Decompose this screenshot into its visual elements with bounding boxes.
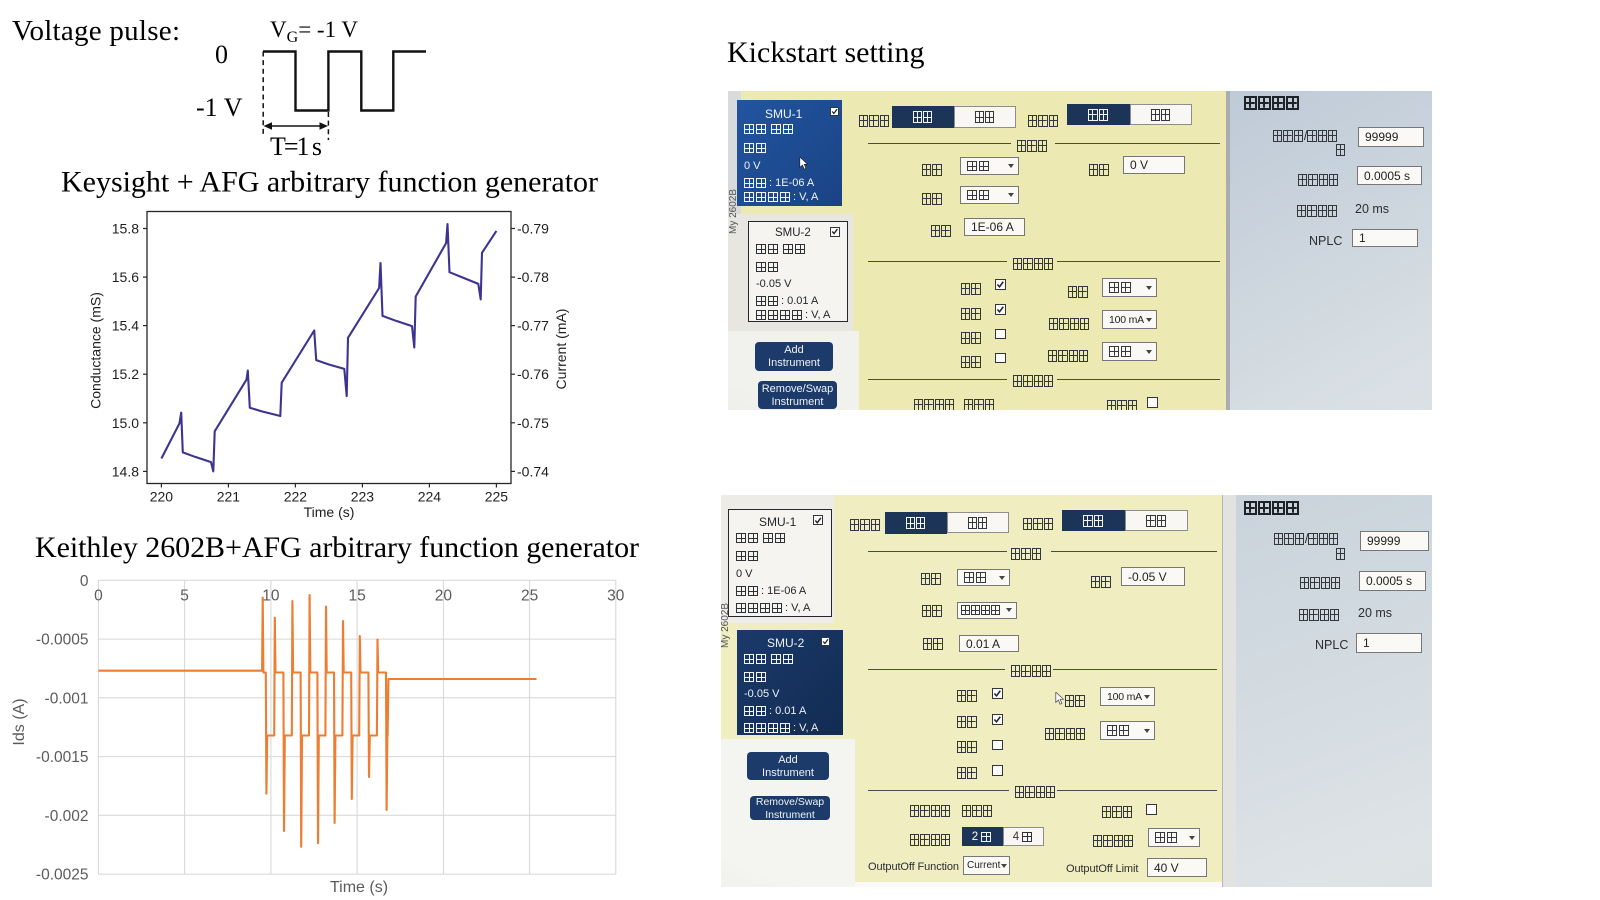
svg-text:Keysight + AFG arbitrary funct: Keysight + AFG arbitrary function genera… bbox=[61, 166, 598, 199]
svg-text:-0.78: -0.78 bbox=[517, 269, 549, 285]
svg-text:-0.77: -0.77 bbox=[517, 318, 549, 334]
svg-text:223: 223 bbox=[351, 489, 375, 505]
svg-text:30: 30 bbox=[607, 588, 625, 605]
svg-text:0: 0 bbox=[94, 588, 103, 605]
svg-text:-1 V: -1 V bbox=[196, 93, 243, 122]
svg-text:-0.79: -0.79 bbox=[517, 221, 549, 237]
svg-text:-0.74: -0.74 bbox=[517, 463, 549, 479]
svg-text:15: 15 bbox=[348, 588, 365, 605]
svg-text:-0.0005: -0.0005 bbox=[36, 632, 89, 649]
svg-text:T=1 s: T=1 s bbox=[270, 132, 322, 161]
svg-text:-0.0015: -0.0015 bbox=[36, 749, 89, 766]
svg-text:-0.001: -0.001 bbox=[45, 690, 89, 707]
svg-text:222: 222 bbox=[284, 489, 308, 505]
svg-text:15.6: 15.6 bbox=[112, 269, 139, 285]
svg-text:Time (s): Time (s) bbox=[304, 504, 355, 520]
svg-text:0: 0 bbox=[80, 573, 89, 590]
svg-text:25: 25 bbox=[521, 588, 538, 605]
svg-text:Keithley 2602B+AFG arbitrary f: Keithley 2602B+AFG arbitrary function ge… bbox=[35, 531, 639, 564]
svg-text:15.4: 15.4 bbox=[112, 318, 139, 334]
svg-text:-0.002: -0.002 bbox=[45, 808, 89, 825]
svg-text:10: 10 bbox=[262, 588, 280, 605]
svg-text:224: 224 bbox=[418, 489, 442, 505]
svg-text:Ids (A): Ids (A) bbox=[11, 698, 28, 745]
svg-text:14.8: 14.8 bbox=[112, 463, 139, 479]
svg-text:15.8: 15.8 bbox=[112, 221, 139, 237]
svg-text:Current (mA): Current (mA) bbox=[553, 309, 569, 390]
svg-text:15.0: 15.0 bbox=[112, 415, 139, 431]
svg-text:Voltage pulse:: Voltage pulse: bbox=[12, 15, 180, 47]
svg-text:-0.76: -0.76 bbox=[517, 366, 549, 382]
svg-text:225: 225 bbox=[485, 489, 509, 505]
svg-text:Conductance (mS): Conductance (mS) bbox=[88, 292, 104, 409]
svg-text:Kickstart setting: Kickstart setting bbox=[727, 36, 924, 69]
svg-text:221: 221 bbox=[217, 489, 241, 505]
svg-text:-0.75: -0.75 bbox=[517, 415, 549, 431]
svg-text:5: 5 bbox=[180, 588, 189, 605]
svg-text:15.2: 15.2 bbox=[112, 366, 139, 382]
svg-text:20: 20 bbox=[435, 588, 453, 605]
svg-text:VG= -1 V: VG= -1 V bbox=[270, 17, 358, 46]
svg-text:-0.0025: -0.0025 bbox=[36, 867, 89, 884]
svg-text:220: 220 bbox=[150, 489, 174, 505]
svg-text:0: 0 bbox=[215, 40, 228, 69]
svg-text:Time (s): Time (s) bbox=[330, 879, 388, 896]
